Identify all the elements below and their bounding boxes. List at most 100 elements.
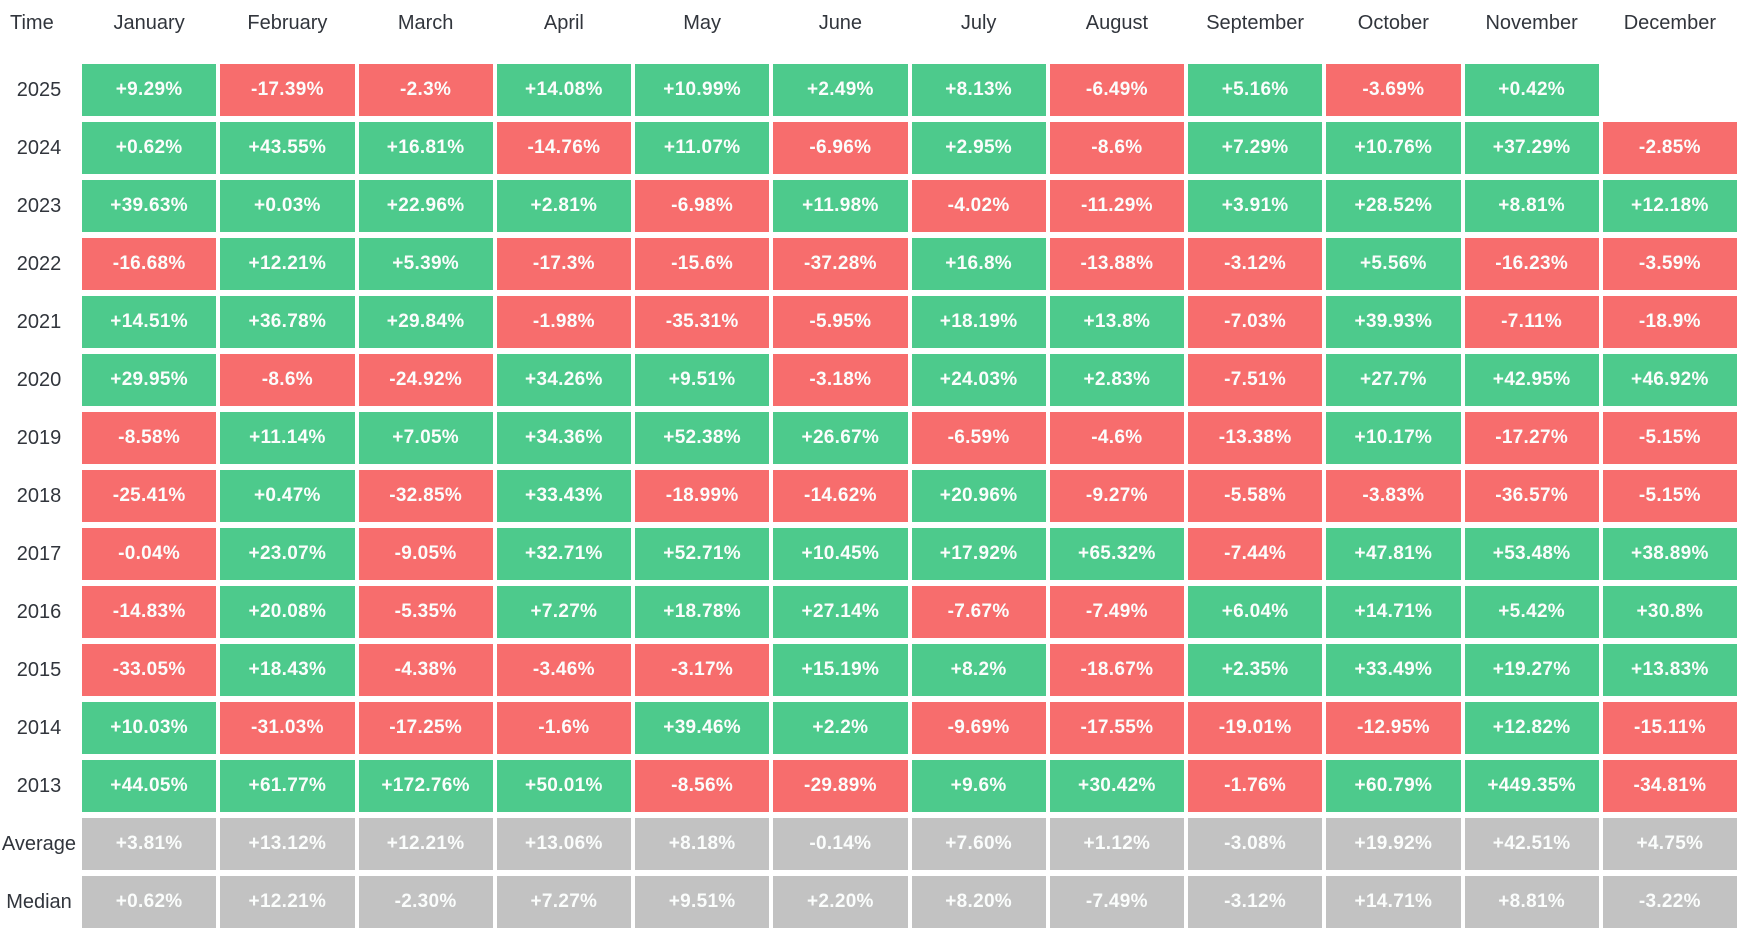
return-cell: +46.92%	[1602, 354, 1737, 406]
return-cell: -17.25%	[358, 702, 493, 754]
return-cell: -2.30%	[358, 876, 493, 928]
return-cell: +14.08%	[496, 64, 631, 116]
month-header: November	[1485, 11, 1578, 34]
return-cell: +22.96%	[358, 180, 493, 232]
return-cell: -5.95%	[773, 296, 908, 348]
return-cell: +18.43%	[220, 644, 355, 696]
return-cell: +2.95%	[911, 122, 1046, 174]
return-cell: -14.76%	[496, 122, 631, 174]
return-cell: -3.22%	[1602, 876, 1737, 928]
return-cell: +449.35%	[1464, 760, 1599, 812]
return-cell: +11.14%	[220, 412, 355, 464]
return-cell: +18.78%	[635, 586, 770, 638]
return-cell: +17.92%	[911, 528, 1046, 580]
return-cell: +5.56%	[1326, 238, 1461, 290]
return-cell: +23.07%	[220, 528, 355, 580]
return-cell: +0.62%	[82, 122, 217, 174]
return-cell: +7.05%	[358, 412, 493, 464]
return-cell: -9.69%	[911, 702, 1046, 754]
return-cell: +52.38%	[635, 412, 770, 464]
return-cell: -0.04%	[82, 528, 217, 580]
return-cell: -9.05%	[358, 528, 493, 580]
return-cell: +7.27%	[496, 586, 631, 638]
return-cell: +172.76%	[358, 760, 493, 812]
return-cell: -3.46%	[496, 644, 631, 696]
row-label: 2024	[16, 136, 62, 159]
return-cell: -3.83%	[1326, 470, 1461, 522]
return-cell: +9.51%	[635, 354, 770, 406]
return-cell: -3.18%	[773, 354, 908, 406]
return-cell: +19.27%	[1464, 644, 1599, 696]
return-cell: +13.12%	[220, 818, 355, 870]
empty-cell	[1603, 64, 1737, 116]
return-cell: +16.8%	[911, 238, 1046, 290]
return-cell: -8.56%	[635, 760, 770, 812]
return-cell: +7.29%	[1188, 122, 1323, 174]
return-cell: +5.16%	[1188, 64, 1323, 116]
return-cell: -9.27%	[1049, 470, 1184, 522]
return-cell: +12.82%	[1464, 702, 1599, 754]
return-cell: +52.71%	[635, 528, 770, 580]
return-cell: -11.29%	[1049, 180, 1184, 232]
return-cell: +2.83%	[1049, 354, 1184, 406]
return-cell: +7.60%	[911, 818, 1046, 870]
return-cell: -17.55%	[1049, 702, 1184, 754]
month-header: April	[543, 11, 584, 34]
return-cell: -2.85%	[1602, 122, 1737, 174]
return-cell: +10.76%	[1326, 122, 1461, 174]
return-cell: +30.8%	[1602, 586, 1737, 638]
return-cell: +24.03%	[911, 354, 1046, 406]
return-cell: -17.39%	[220, 64, 355, 116]
return-cell: +19.92%	[1326, 818, 1461, 870]
return-cell: -7.44%	[1188, 528, 1323, 580]
row-label: 2014	[16, 716, 62, 739]
return-cell: -6.59%	[911, 412, 1046, 464]
return-cell: +12.21%	[220, 238, 355, 290]
return-cell: -5.35%	[358, 586, 493, 638]
return-cell: +0.62%	[82, 876, 217, 928]
return-cell: +53.48%	[1464, 528, 1599, 580]
month-header: January	[113, 11, 185, 34]
return-cell: +12.18%	[1602, 180, 1737, 232]
return-cell: +14.71%	[1326, 876, 1461, 928]
return-cell: +20.96%	[911, 470, 1046, 522]
return-cell: +50.01%	[496, 760, 631, 812]
return-cell: +8.20%	[911, 876, 1046, 928]
return-cell: +44.05%	[82, 760, 217, 812]
return-cell: +14.51%	[82, 296, 217, 348]
return-cell: +30.42%	[1049, 760, 1184, 812]
return-cell: -5.15%	[1602, 470, 1737, 522]
return-cell: +10.03%	[82, 702, 217, 754]
return-cell: +15.19%	[773, 644, 908, 696]
return-cell: -17.27%	[1464, 412, 1599, 464]
month-header: December	[1623, 11, 1716, 34]
month-header: February	[247, 11, 328, 34]
time-column-header: Time	[10, 11, 54, 34]
return-cell: +8.81%	[1464, 876, 1599, 928]
return-cell: -3.59%	[1602, 238, 1737, 290]
return-cell: +10.17%	[1326, 412, 1461, 464]
return-cell: +39.46%	[635, 702, 770, 754]
return-cell: +2.35%	[1188, 644, 1323, 696]
return-cell: -18.99%	[635, 470, 770, 522]
return-cell: +11.98%	[773, 180, 908, 232]
row-label: 2015	[16, 658, 62, 681]
row-label: 2017	[16, 542, 62, 565]
return-cell: -7.49%	[1049, 876, 1184, 928]
return-cell: +14.71%	[1326, 586, 1461, 638]
return-cell: +2.49%	[773, 64, 908, 116]
return-cell: +10.45%	[773, 528, 908, 580]
return-cell: +12.21%	[220, 876, 355, 928]
return-cell: -2.3%	[358, 64, 493, 116]
return-cell: -3.12%	[1188, 238, 1323, 290]
return-cell: +13.8%	[1049, 296, 1184, 348]
return-cell: +34.26%	[496, 354, 631, 406]
return-cell: +1.12%	[1049, 818, 1184, 870]
return-cell: +29.84%	[358, 296, 493, 348]
return-cell: +34.36%	[496, 412, 631, 464]
return-cell: +9.6%	[911, 760, 1046, 812]
return-cell: -6.98%	[635, 180, 770, 232]
return-cell: -3.08%	[1188, 818, 1323, 870]
return-cell: -1.6%	[496, 702, 631, 754]
return-cell: -32.85%	[358, 470, 493, 522]
